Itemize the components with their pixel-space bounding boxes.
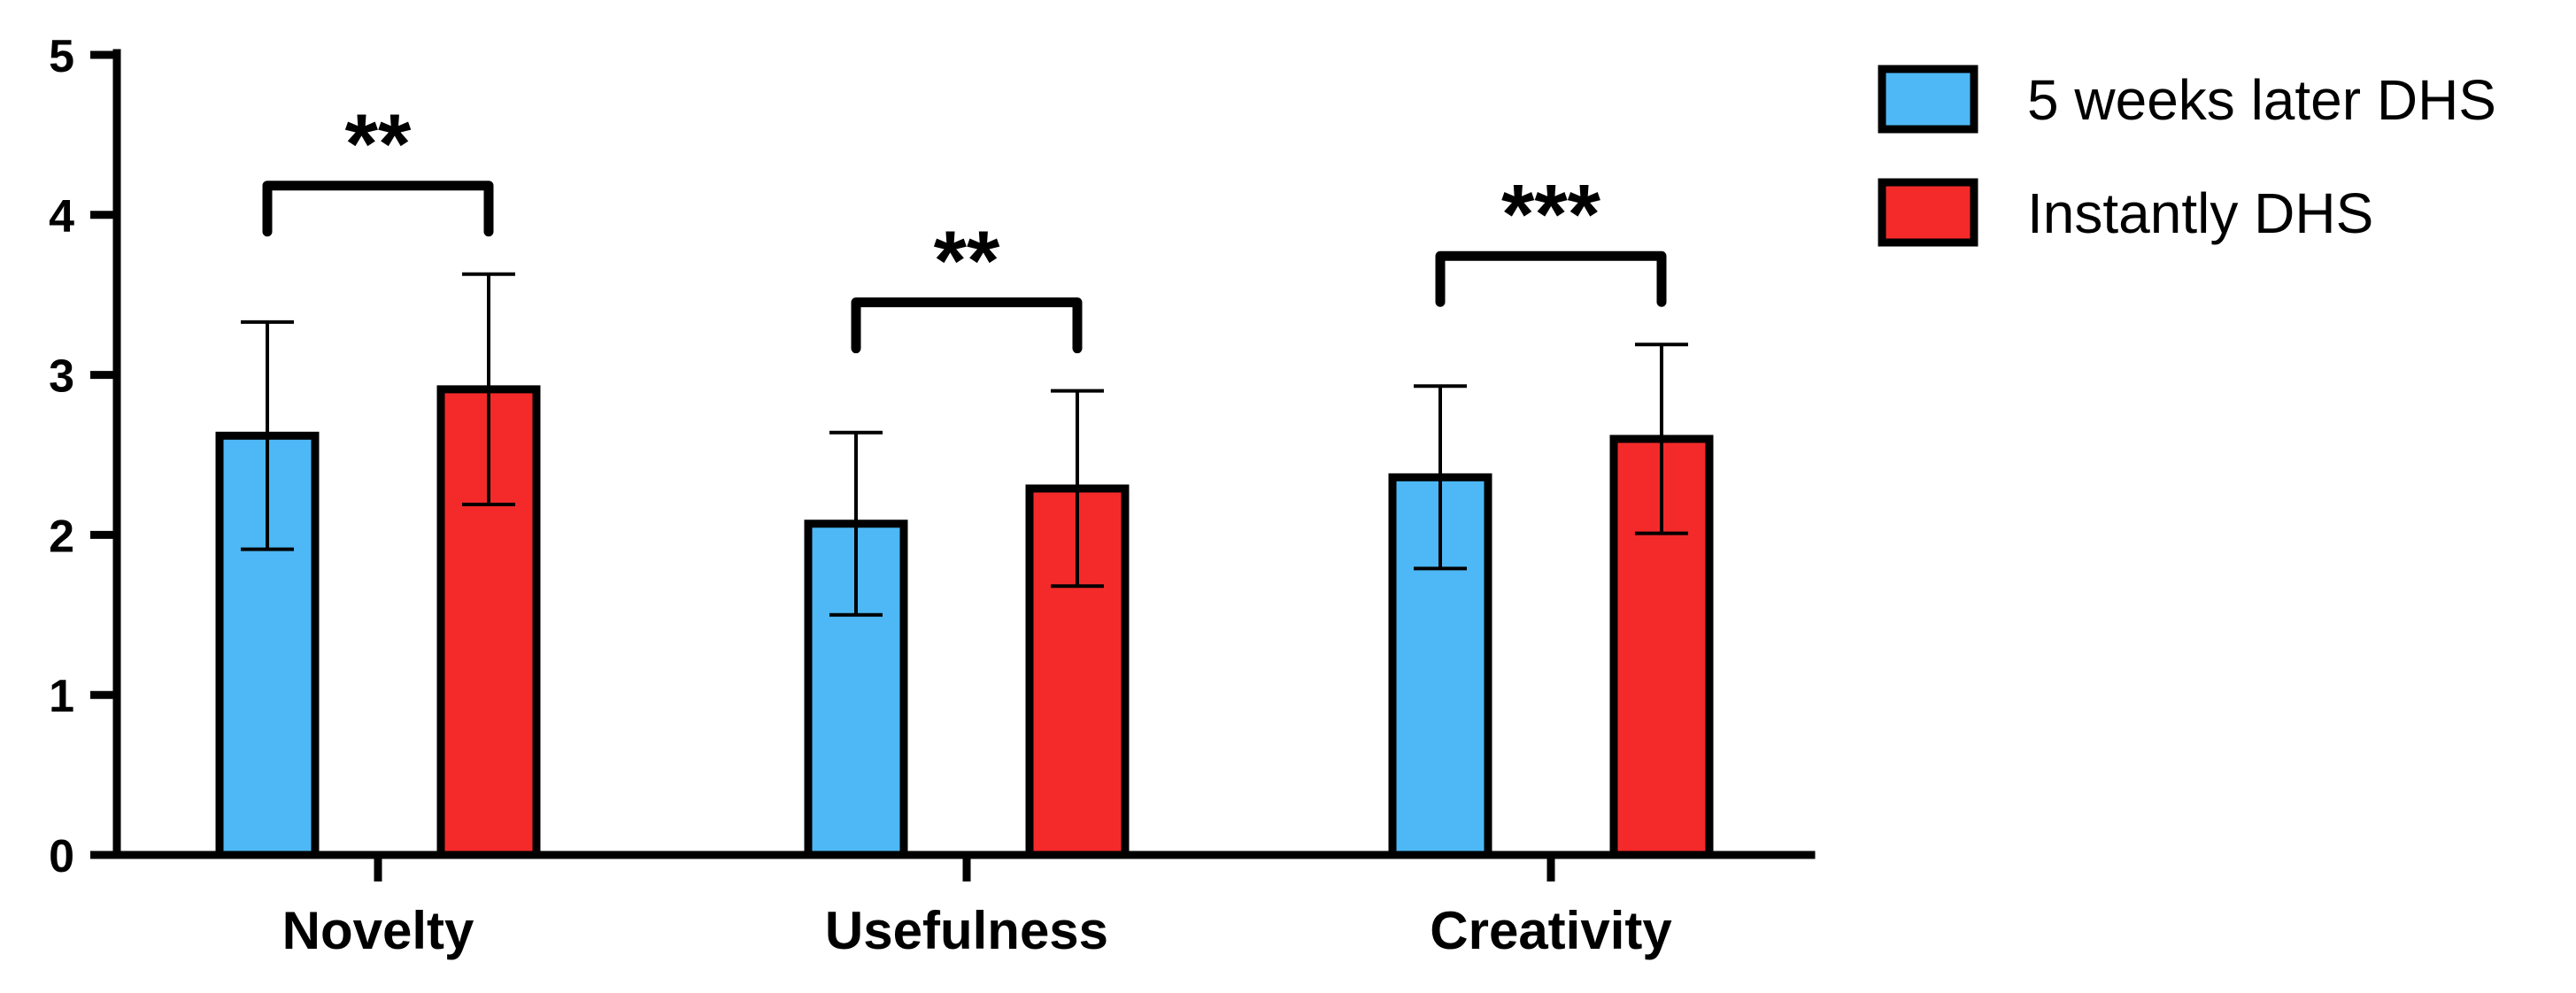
- category-label: Usefulness: [825, 901, 1108, 960]
- significance-bracket: [262, 181, 494, 237]
- y-tick-label: 4: [49, 191, 74, 242]
- legend-label: 5 weeks later DHS: [2027, 68, 2496, 132]
- legend-label: Instantly DHS: [2027, 181, 2373, 245]
- x-axis-labels: Novelty Usefulness Creativity: [282, 901, 1673, 960]
- significance-brackets: **** ***: [262, 97, 1667, 354]
- error-bars: [241, 272, 1688, 617]
- legend-swatch: [1878, 178, 1978, 247]
- significance-bracket: [851, 297, 1083, 354]
- legend-swatch: [1878, 65, 1978, 134]
- axes: 0 1 2 3 4 5: [49, 31, 1816, 882]
- bars: [215, 385, 1714, 859]
- y-tick-label: 0: [49, 831, 74, 882]
- legend: 5 weeks later DHS Instantly DHS: [1878, 65, 2496, 247]
- significance-label: ***: [1501, 167, 1601, 262]
- y-tick-label: 2: [49, 511, 74, 562]
- y-tick-label: 5: [49, 31, 74, 82]
- significance-label: **: [934, 214, 1000, 309]
- y-tick-label: 3: [49, 351, 74, 403]
- y-tick-label: 1: [49, 671, 74, 722]
- category-label: Novelty: [282, 901, 474, 960]
- category-label: Creativity: [1430, 901, 1672, 960]
- significance-bracket: [1435, 250, 1667, 307]
- significance-label: **: [345, 97, 412, 192]
